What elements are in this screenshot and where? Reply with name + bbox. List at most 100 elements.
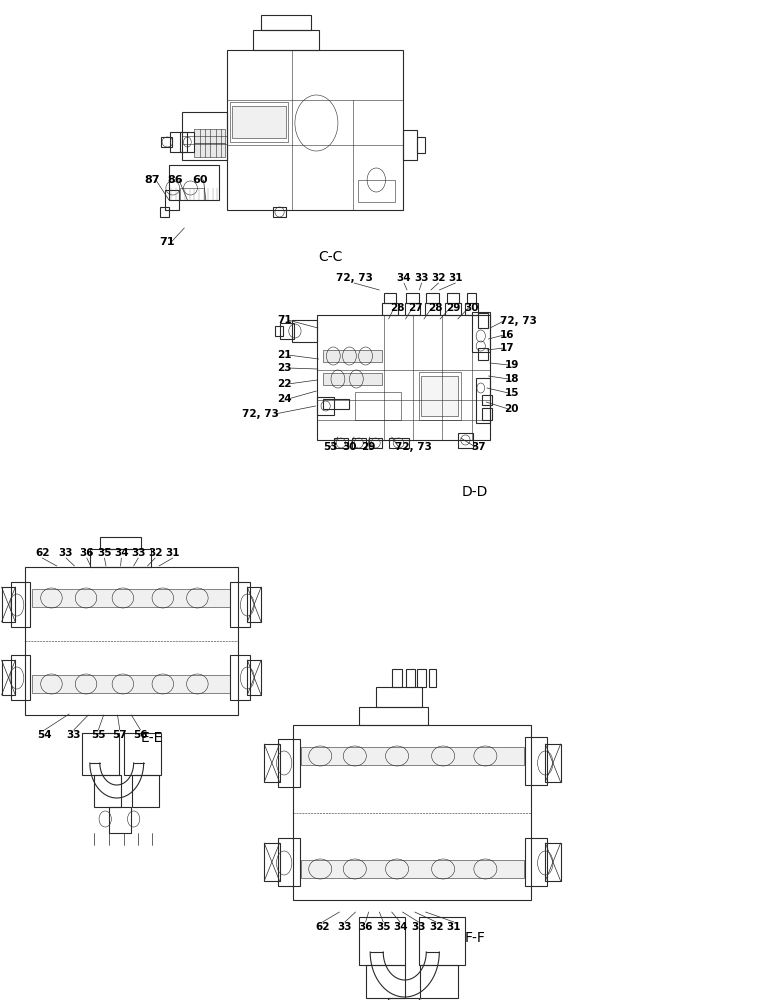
Text: 71: 71 — [160, 237, 175, 247]
Bar — [11, 655, 30, 700]
Text: 21: 21 — [277, 350, 292, 360]
Bar — [90, 549, 151, 567]
Text: 32: 32 — [432, 273, 445, 283]
Text: 18: 18 — [505, 374, 519, 384]
Bar — [525, 737, 547, 785]
Text: 55: 55 — [91, 730, 105, 740]
Bar — [359, 917, 405, 965]
Bar — [232, 106, 286, 138]
Text: 53: 53 — [323, 442, 337, 452]
Bar — [280, 323, 294, 339]
Bar — [301, 747, 524, 765]
Text: 34: 34 — [396, 273, 412, 283]
Bar — [458, 433, 473, 448]
Text: 24: 24 — [277, 394, 292, 404]
Text: 19: 19 — [505, 360, 519, 370]
Text: 62: 62 — [316, 922, 329, 932]
Bar — [109, 807, 131, 833]
Text: 72, 73: 72, 73 — [242, 409, 279, 419]
Bar — [124, 733, 161, 775]
Text: 31: 31 — [166, 548, 180, 558]
Bar — [376, 687, 422, 707]
Bar — [94, 775, 121, 807]
Text: 32: 32 — [148, 548, 162, 558]
Bar — [420, 965, 458, 998]
Text: 31: 31 — [449, 273, 462, 283]
Text: 28: 28 — [428, 303, 442, 313]
Bar — [317, 397, 334, 415]
Text: 32: 32 — [429, 922, 443, 932]
Bar — [447, 293, 459, 303]
Bar — [301, 860, 524, 878]
Bar — [100, 537, 141, 549]
Bar — [323, 373, 382, 385]
Text: 72, 73: 72, 73 — [336, 273, 372, 283]
Bar — [358, 180, 395, 202]
Bar — [264, 843, 280, 881]
Bar — [194, 143, 225, 157]
Text: 20: 20 — [505, 404, 519, 414]
Bar — [230, 102, 288, 142]
Bar — [425, 303, 440, 315]
Text: E-E: E-E — [141, 731, 164, 745]
Bar — [323, 350, 382, 362]
Bar — [194, 129, 225, 143]
Bar — [25, 567, 238, 715]
Text: 62: 62 — [35, 548, 49, 558]
Bar — [292, 320, 317, 342]
Bar — [352, 438, 366, 448]
Text: 35: 35 — [376, 922, 390, 932]
Text: 33: 33 — [338, 922, 352, 932]
Bar — [417, 669, 426, 687]
Text: 34: 34 — [392, 922, 408, 932]
Text: 35: 35 — [98, 548, 111, 558]
Bar — [392, 669, 402, 687]
Bar — [169, 165, 219, 200]
Text: 36: 36 — [80, 548, 94, 558]
Bar — [293, 725, 531, 900]
Bar — [472, 312, 490, 352]
Bar — [426, 293, 439, 303]
Bar — [278, 838, 300, 886]
Bar — [476, 378, 490, 423]
Bar — [467, 293, 476, 303]
Text: 30: 30 — [343, 442, 356, 452]
Bar — [366, 965, 405, 998]
Bar — [545, 843, 561, 881]
Bar — [369, 438, 382, 448]
Bar — [2, 587, 15, 622]
Bar — [273, 207, 286, 217]
Text: 31: 31 — [447, 922, 461, 932]
Bar — [132, 775, 159, 807]
Bar — [278, 739, 300, 787]
Bar — [82, 733, 119, 775]
Text: 30: 30 — [465, 303, 479, 313]
Bar — [359, 707, 428, 725]
Text: 57: 57 — [112, 730, 127, 740]
Text: 54: 54 — [37, 730, 52, 740]
Bar — [417, 137, 425, 153]
Bar — [275, 326, 283, 336]
Bar — [261, 15, 311, 30]
Bar — [406, 293, 419, 303]
Bar — [317, 315, 490, 440]
Bar — [230, 582, 250, 627]
Bar — [32, 675, 230, 693]
Text: 33: 33 — [67, 730, 81, 740]
Bar — [465, 303, 478, 315]
Text: C-C: C-C — [318, 250, 343, 264]
Text: 71: 71 — [277, 315, 292, 325]
Text: 28: 28 — [390, 303, 405, 313]
Bar — [165, 190, 179, 210]
Bar — [2, 660, 15, 695]
Bar — [170, 132, 187, 152]
Bar — [478, 348, 488, 360]
Text: 60: 60 — [192, 175, 207, 185]
Bar — [482, 408, 492, 420]
Text: 56: 56 — [134, 730, 147, 740]
Bar — [406, 669, 415, 687]
Bar — [227, 50, 403, 210]
Text: 22: 22 — [277, 379, 292, 389]
Bar — [482, 395, 492, 405]
Text: 33: 33 — [59, 548, 73, 558]
